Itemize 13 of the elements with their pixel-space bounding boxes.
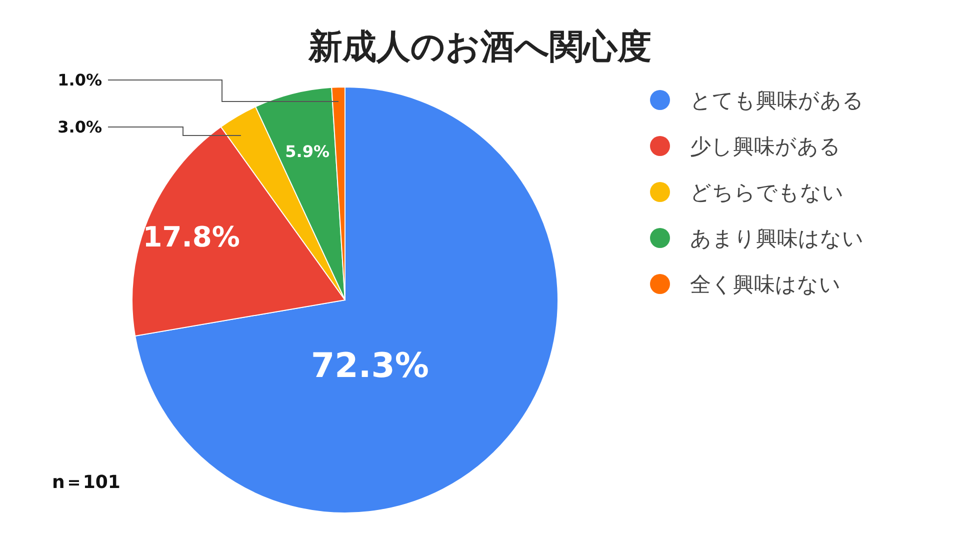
chart-title: 新成人のお酒へ関心度 bbox=[308, 27, 652, 67]
data-label: 3.0% bbox=[58, 118, 102, 137]
legend-label: どちらでもない bbox=[690, 180, 844, 204]
pie-slice bbox=[134, 86, 558, 514]
text: n＝101 bbox=[52, 472, 120, 493]
data-label: 1.0% bbox=[58, 70, 102, 90]
data-label: 72.3% bbox=[311, 346, 429, 386]
legend-label: とても興味がある bbox=[690, 88, 864, 112]
data-label: 17.8% bbox=[142, 220, 240, 254]
data-label: 5.9% bbox=[285, 142, 330, 161]
legend-label: 少し興味がある bbox=[690, 134, 841, 158]
legend-label: あまり興味はない bbox=[690, 226, 864, 250]
legend-label: 全く興味はない bbox=[690, 272, 841, 296]
